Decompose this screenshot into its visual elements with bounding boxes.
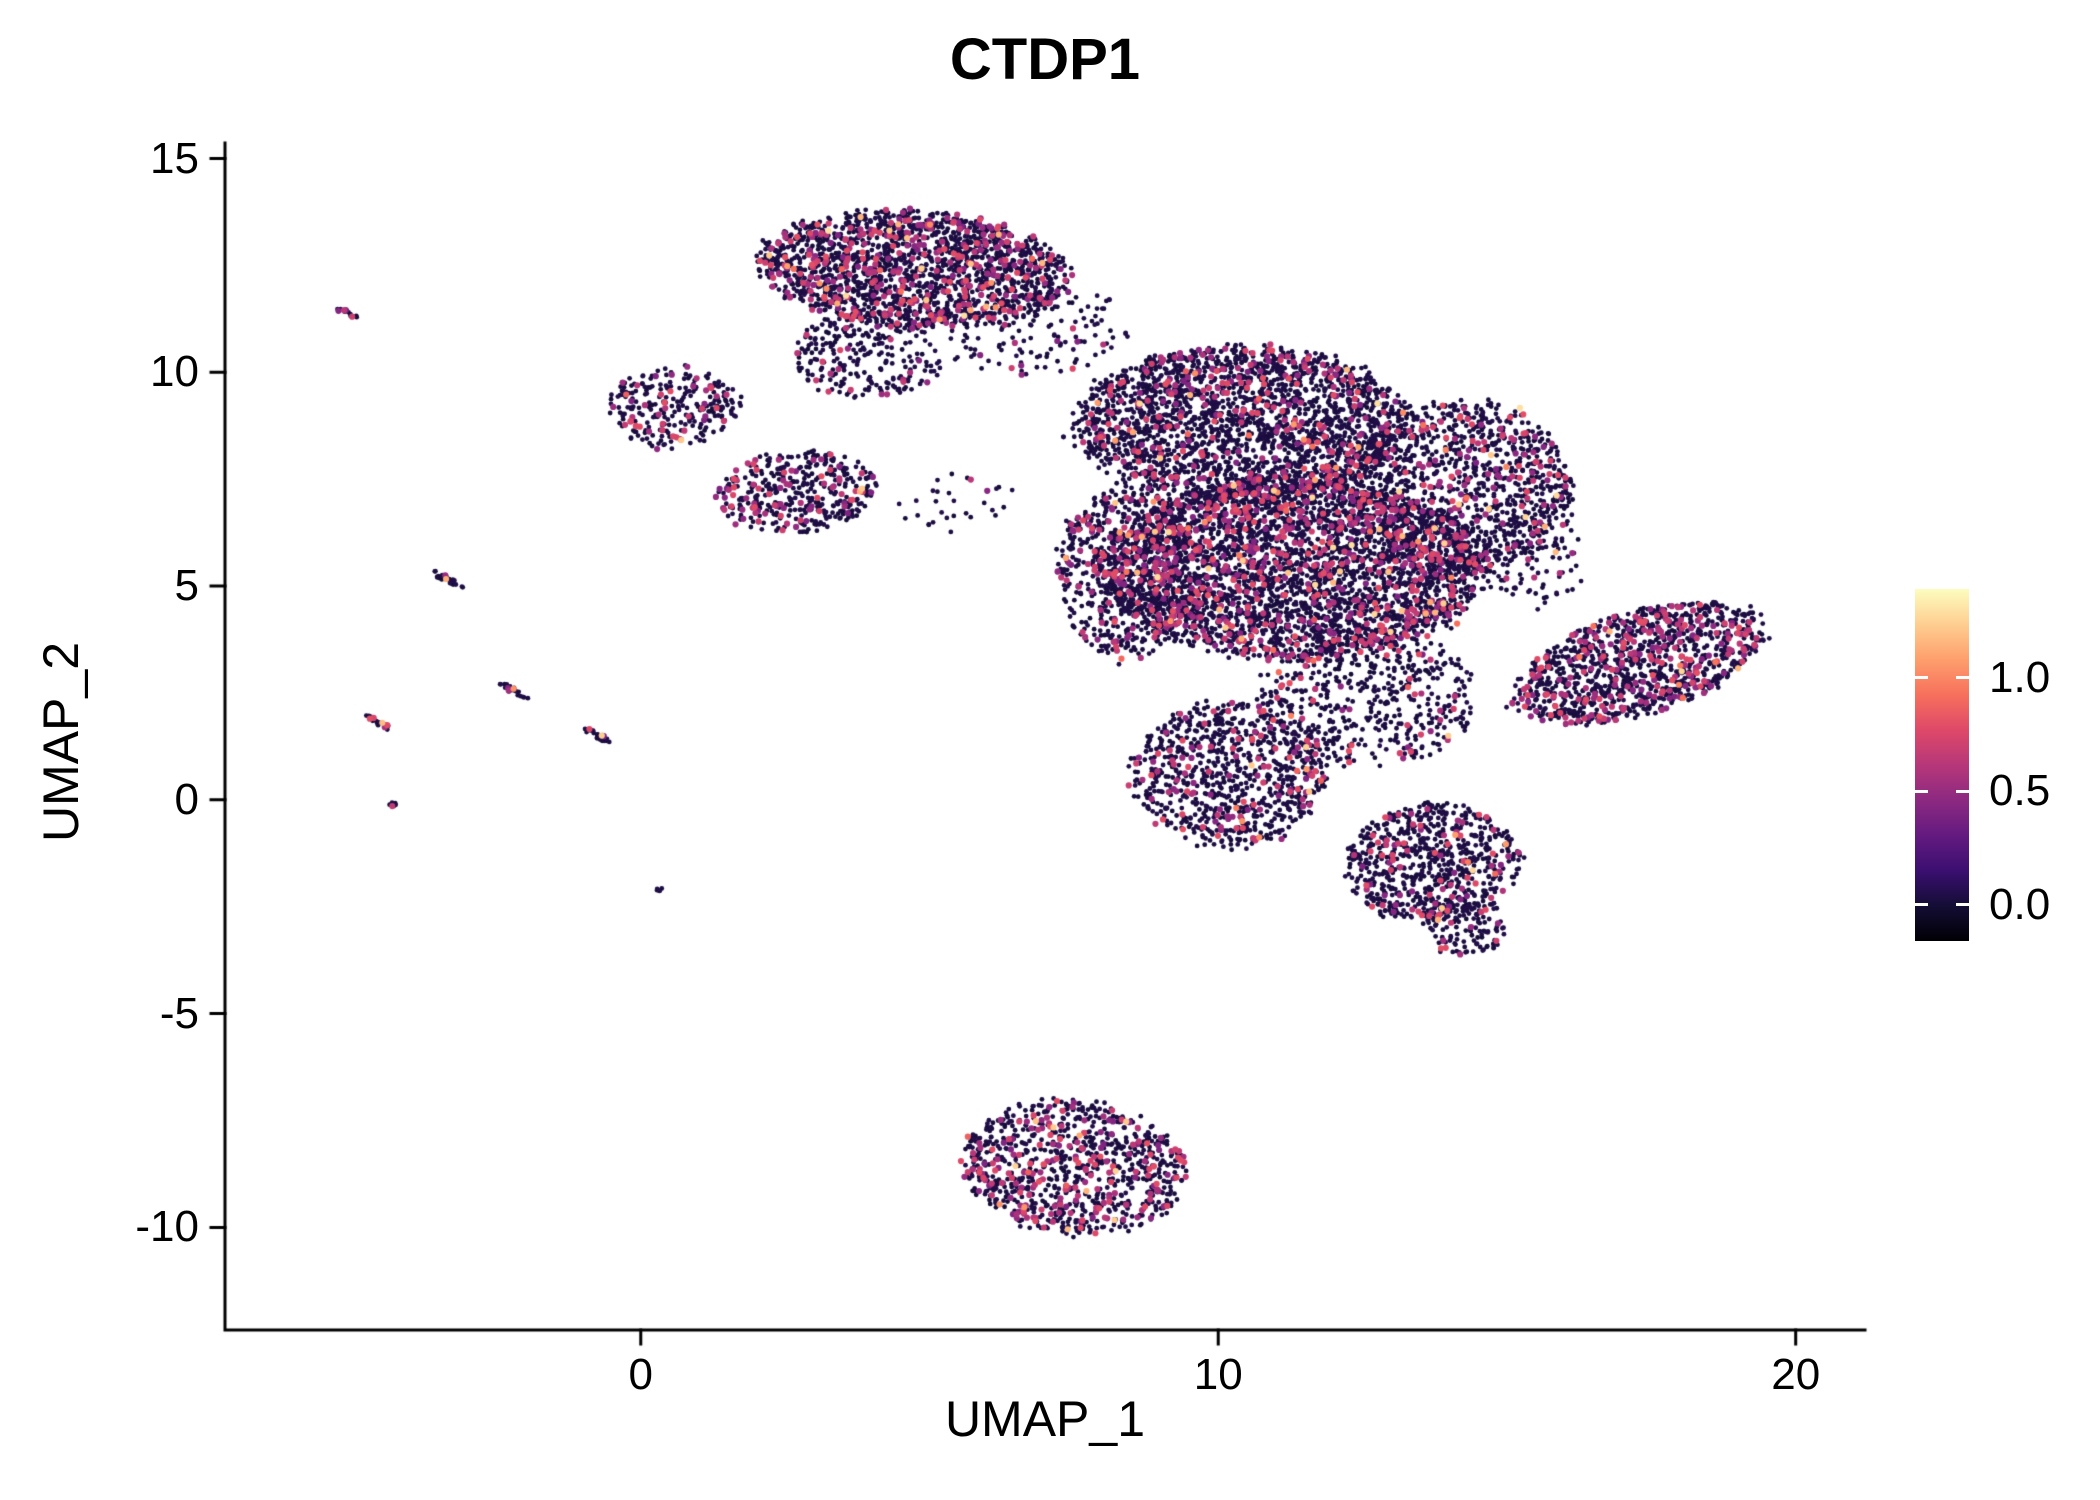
y-tick-label: 15 <box>150 133 199 183</box>
colorbar-tick <box>1956 789 1969 793</box>
colorbar-tick <box>1956 676 1969 680</box>
y-tick-label: -5 <box>159 988 199 1038</box>
colorbar-gradient <box>1915 589 1969 941</box>
colorbar-label: 1.0 <box>1989 652 2051 702</box>
x-tick-label: 0 <box>628 1350 654 1399</box>
y-tick-label: 5 <box>174 561 199 611</box>
y-tick-label: -10 <box>135 1202 199 1252</box>
x-tick-label: 10 <box>1193 1350 1243 1399</box>
colorbar-tick <box>1915 903 1928 907</box>
y-axis-title: UMAP_2 <box>33 641 89 843</box>
x-axis-title: UMAP_1 <box>944 1391 1146 1447</box>
colorbar-tick <box>1915 676 1928 680</box>
colorbar-tick <box>1956 903 1969 907</box>
plot-title: CTDP1 <box>949 27 1141 92</box>
y-tick-label: 0 <box>174 774 199 824</box>
colorbar-label: 0.5 <box>1989 766 2051 816</box>
colorbar-label: 0.0 <box>1989 879 2051 929</box>
x-tick-label: 20 <box>1771 1350 1821 1399</box>
colorbar-tick <box>1915 789 1928 793</box>
y-tick-label: 10 <box>150 347 199 397</box>
